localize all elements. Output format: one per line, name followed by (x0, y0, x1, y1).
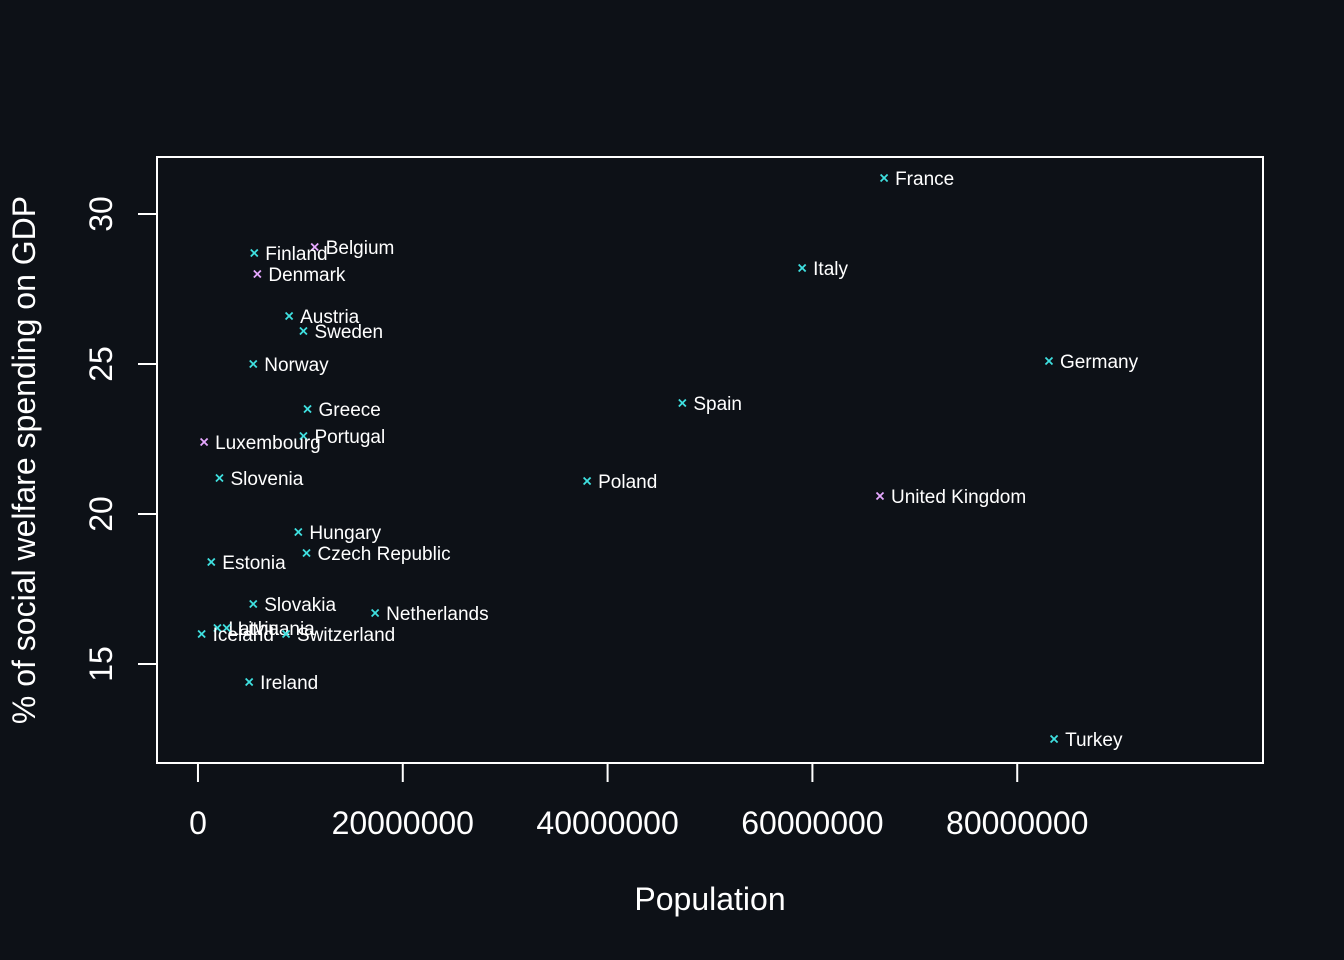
scatter-point (299, 431, 308, 441)
scatter-point (207, 557, 216, 567)
x-axis-title: Population (634, 881, 785, 917)
scatter-point (678, 398, 687, 408)
point-label: Netherlands (386, 604, 488, 625)
scatter-point (370, 608, 380, 618)
point-label: Luxembourg (215, 433, 321, 454)
point-label: United Kingdom (891, 487, 1026, 508)
point-label: Denmark (268, 265, 346, 286)
scatter-point (798, 263, 807, 273)
y-axis: 15 20 25 30 (83, 196, 158, 682)
y-tick-label: 20 (83, 496, 119, 532)
scatter-point (253, 269, 262, 279)
scatter-point (294, 527, 303, 537)
point-label: Slovenia (230, 469, 303, 490)
point-label: Switzerland (297, 625, 395, 646)
point-label: France (895, 169, 954, 190)
point-label: Ireland (260, 673, 318, 694)
point-label: Hungary (309, 523, 381, 544)
point-label: Italy (813, 259, 848, 280)
scatter-point (299, 326, 308, 336)
x-axis: 0 20000000 40000000 60000000 80000000 (189, 762, 1088, 841)
point-label: Norway (264, 355, 329, 376)
y-axis-title: % of social welfare spending on GDP (6, 196, 42, 724)
scatter-point (245, 677, 254, 687)
scatter-point (213, 623, 222, 633)
point-label: Slovakia (264, 595, 336, 616)
scatter-point (303, 404, 312, 414)
point-label: Iceland (213, 625, 274, 646)
scatter-point (249, 599, 258, 609)
scatter-point (197, 629, 206, 639)
point-label: Lithuania (238, 619, 316, 640)
x-tick-label: 0 (189, 805, 207, 841)
scatter-point (284, 311, 294, 321)
x-tick-label: 20000000 (332, 805, 474, 841)
scatter-point (249, 359, 258, 369)
point-label: Portugal (314, 427, 385, 448)
point-label: Sweden (314, 322, 383, 343)
scatter-point (1049, 734, 1059, 744)
scatter-point (215, 473, 224, 483)
scatter-point (222, 623, 231, 633)
point-label: Greece (319, 400, 381, 421)
scatter-point (199, 437, 209, 447)
scatter-point (281, 629, 291, 639)
point-label: Poland (598, 472, 657, 493)
y-tick-label: 30 (83, 196, 119, 232)
point-label: Estonia (222, 553, 286, 574)
data-points: FranceBelgiumFinlandItalyDenmarkAustriaS… (197, 169, 1139, 751)
point-label: Turkey (1065, 730, 1123, 751)
point-label: Belgium (326, 238, 395, 259)
point-label: Finland (265, 244, 327, 265)
point-label: Austria (300, 307, 360, 328)
x-tick-label: 80000000 (946, 805, 1088, 841)
scatter-point (302, 548, 311, 558)
point-label: Czech Republic (318, 544, 451, 565)
scatter-point (879, 173, 889, 183)
scatter-point (1044, 356, 1054, 366)
scatter-point (582, 476, 592, 486)
point-label: Spain (693, 394, 742, 415)
y-tick-label: 25 (83, 346, 119, 382)
point-label: Latvia (228, 619, 279, 640)
point-label: Germany (1060, 352, 1139, 373)
x-tick-label: 40000000 (536, 805, 678, 841)
x-tick-label: 60000000 (741, 805, 883, 841)
scatter-point (875, 491, 885, 501)
scatter-point (250, 248, 259, 258)
scatter-point (310, 242, 319, 252)
y-tick-label: 15 (83, 646, 119, 682)
